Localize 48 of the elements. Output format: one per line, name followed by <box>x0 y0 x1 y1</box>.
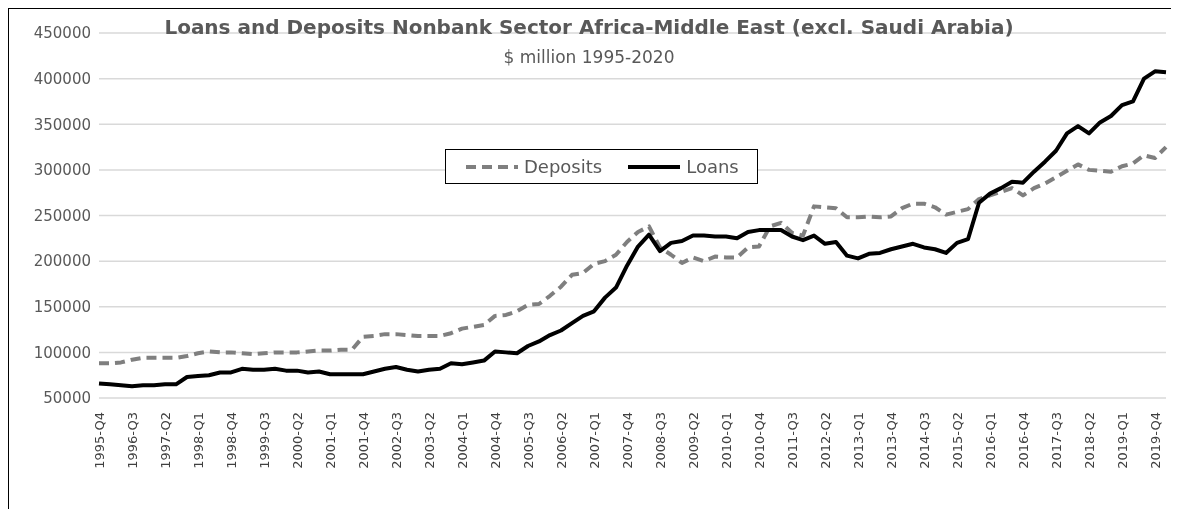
y-tick-label: 350000 <box>33 115 91 134</box>
x-tick-label: 2000-Q2 <box>289 412 305 469</box>
x-tick-label: 2016-Q1 <box>982 412 998 469</box>
x-tick-label: 2018-Q2 <box>1081 412 1097 469</box>
chart-title: Loans and Deposits Nonbank Sector Africa-Middle East (excl. Saudi Arabia) <box>164 15 1014 39</box>
x-tick-label: 2001-Q4 <box>355 412 371 469</box>
x-tick-label: 2002-Q3 <box>388 412 404 469</box>
x-tick-label: 2008-Q3 <box>652 412 668 469</box>
x-tick-label: 2012-Q2 <box>817 412 833 469</box>
line-series <box>97 69 1168 389</box>
y-tick-label: 150000 <box>33 298 91 317</box>
y-tick-label: 100000 <box>33 343 91 362</box>
x-tick-label: 1998-Q4 <box>223 412 239 469</box>
x-tick-label: 2013-Q1 <box>850 412 866 469</box>
x-tick-label: 2006-Q2 <box>553 412 569 469</box>
x-tick-label: 2004-Q1 <box>454 412 470 469</box>
x-tick-label: 2010-Q4 <box>751 412 767 469</box>
x-tick-label: 1997-Q2 <box>157 412 173 469</box>
y-tick-label: 300000 <box>33 161 91 180</box>
x-tick-label: 1995-Q4 <box>91 412 107 469</box>
text: $ million 1995-2020 <box>502 47 676 67</box>
x-tick-label: 2015-Q2 <box>949 412 965 469</box>
legend-label: Deposits <box>524 156 603 177</box>
x-tick-label: 2019-Q1 <box>1114 412 1130 469</box>
y-tick-label: 50000 <box>43 389 91 408</box>
y-tick-label: 450000 <box>33 24 91 43</box>
x-tick-label: 2001-Q1 <box>322 412 338 469</box>
y-tick-label: 200000 <box>33 252 91 271</box>
x-tick-label: 2005-Q3 <box>520 412 536 469</box>
x-tick-label: 2017-Q3 <box>1048 412 1064 469</box>
line-series <box>97 145 1168 366</box>
x-tick-label: 2007-Q4 <box>619 412 635 469</box>
x-tick-label: 2016-Q4 <box>1015 412 1031 469</box>
x-tick-label: 2009-Q2 <box>685 412 701 469</box>
x-tick-label: 2010-Q1 <box>718 412 734 469</box>
legend-label: Loans <box>686 156 739 177</box>
x-tick-label: 1998-Q1 <box>190 412 206 469</box>
y-tick-label: 250000 <box>33 206 91 225</box>
x-tick-label: 1999-Q3 <box>256 412 272 469</box>
x-tick-label: 1996-Q3 <box>124 412 140 469</box>
x-tick-label: 2019-Q4 <box>1147 412 1163 469</box>
x-tick-label: 2013-Q4 <box>883 412 899 469</box>
x-tick-label: 2014-Q3 <box>916 412 932 469</box>
y-tick-label: 400000 <box>33 69 91 88</box>
x-tick-label: 2003-Q2 <box>421 412 437 469</box>
x-tick-label: 2011-Q3 <box>784 412 800 469</box>
x-tick-label: 2007-Q1 <box>586 412 602 469</box>
x-tick-label: 2004-Q4 <box>487 412 503 469</box>
